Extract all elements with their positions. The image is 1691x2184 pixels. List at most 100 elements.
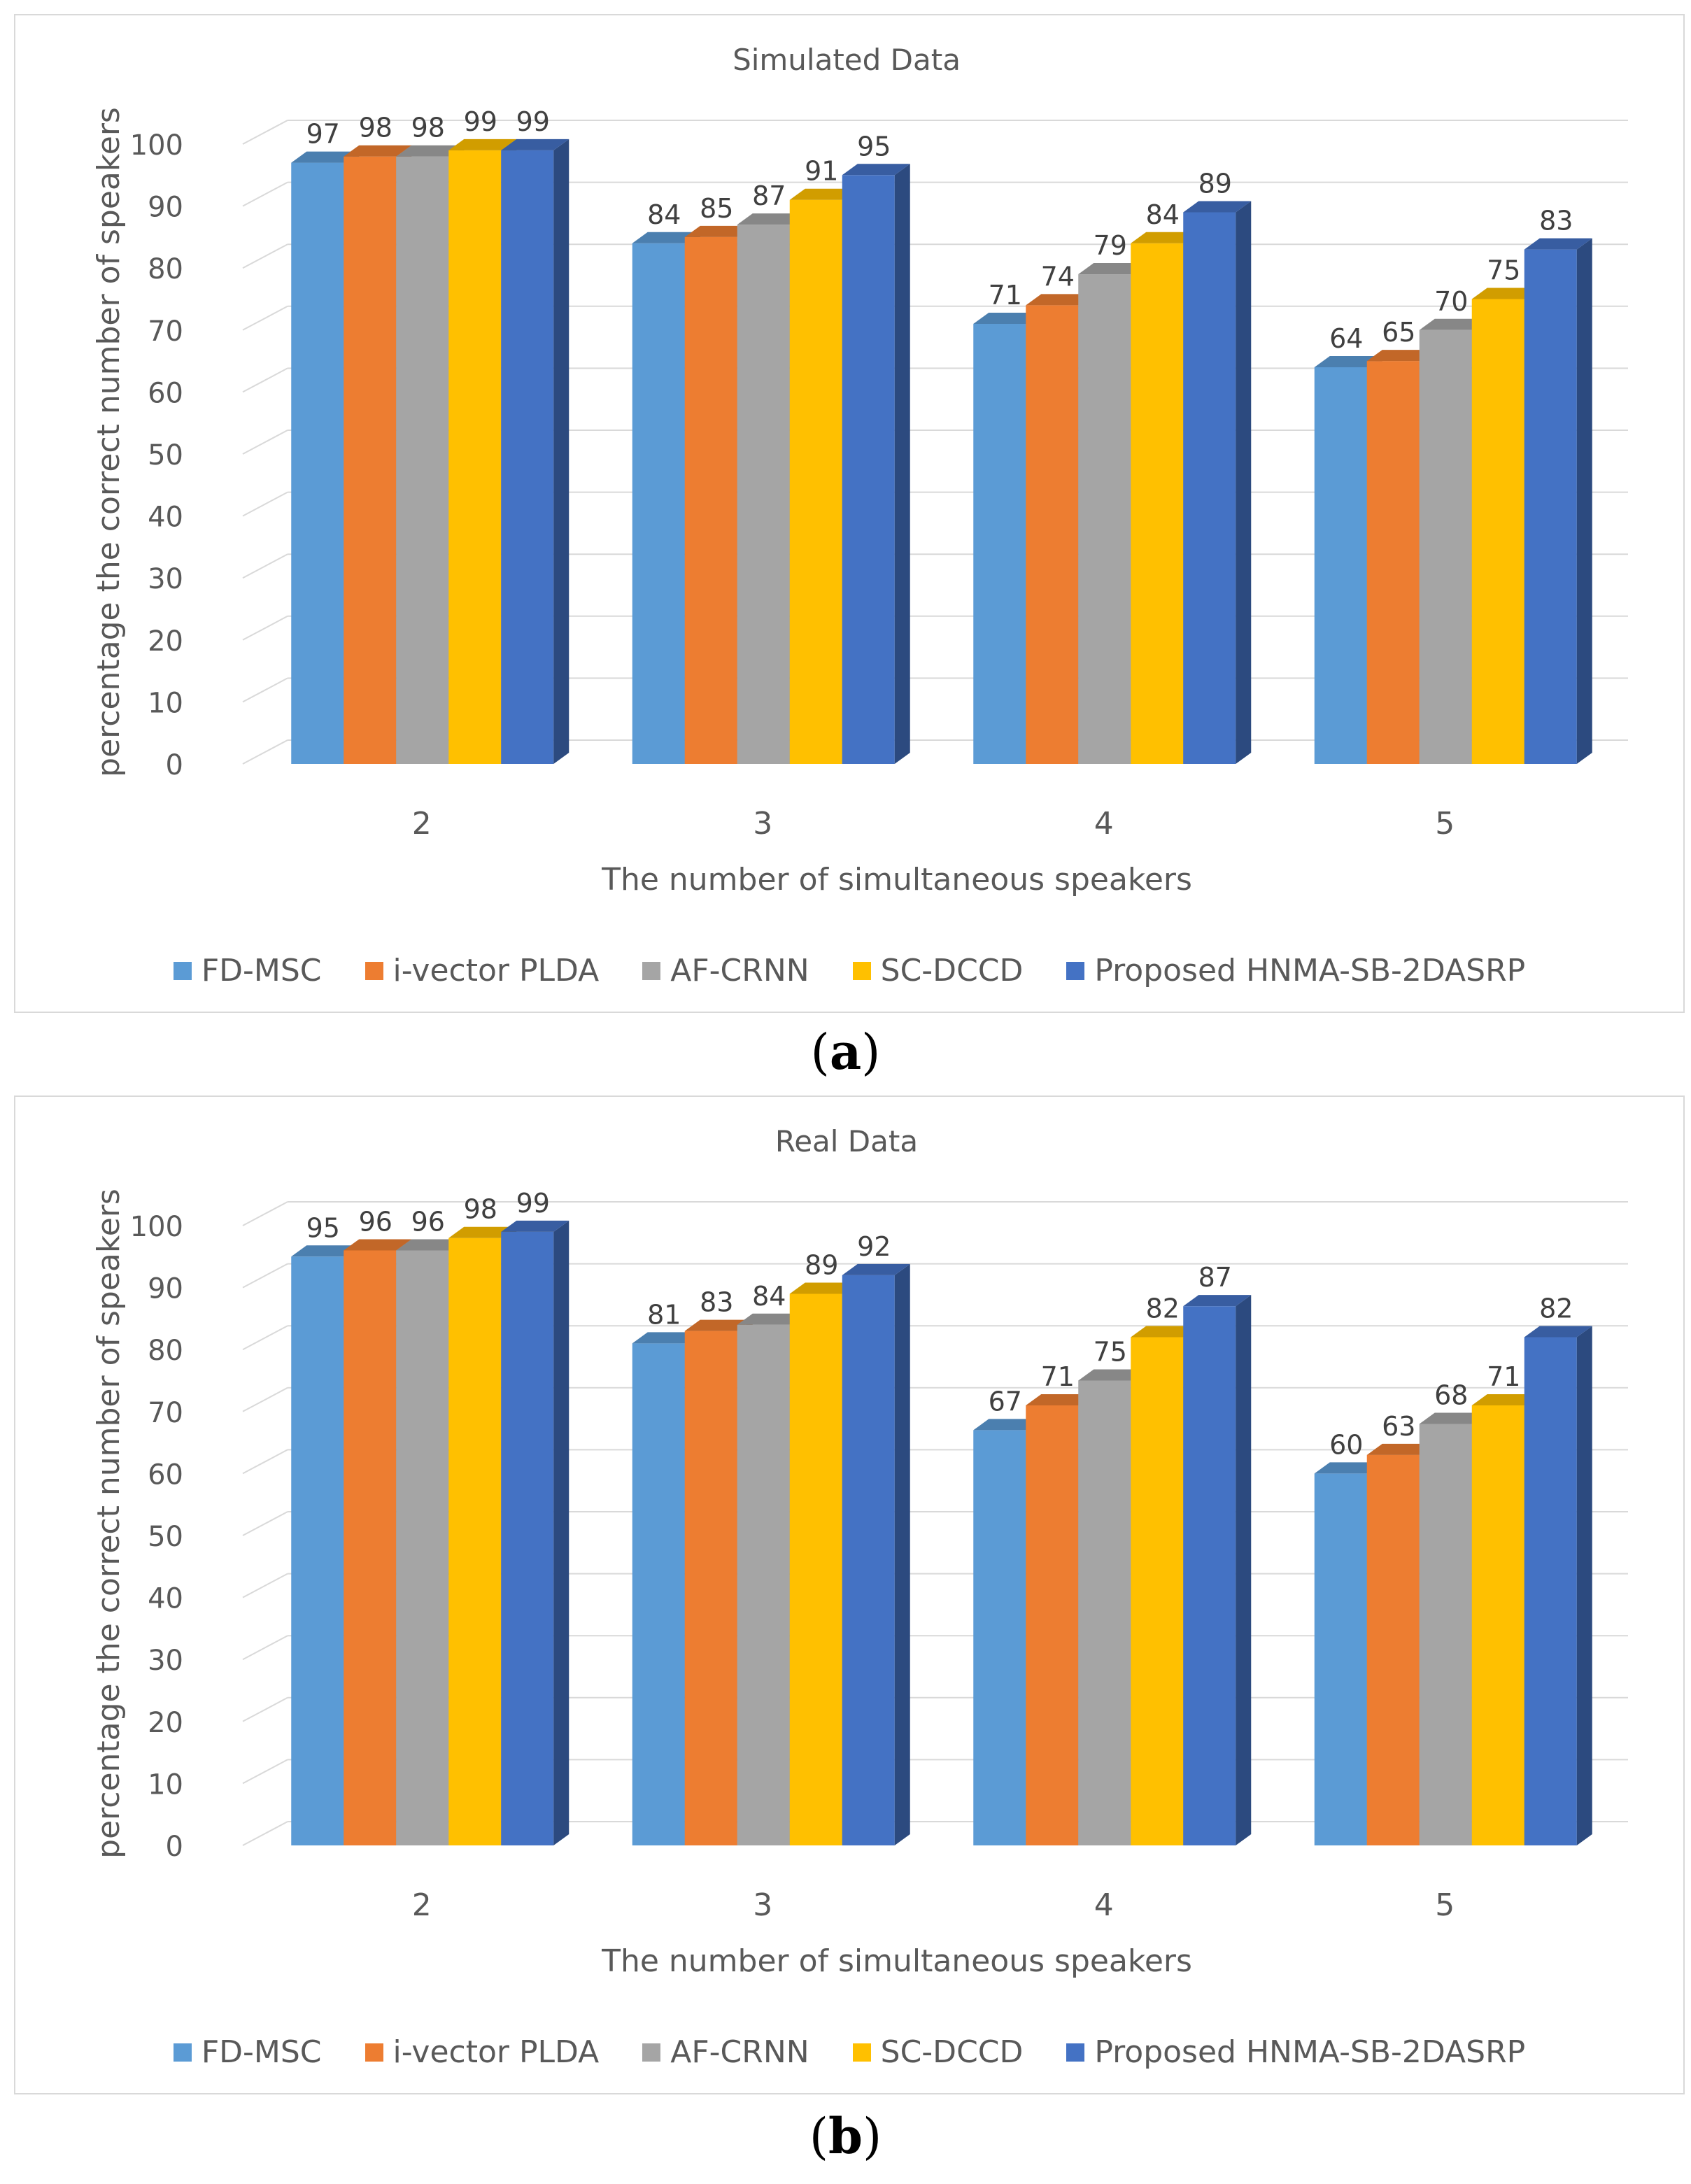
chart-title: Simulated Data — [733, 43, 961, 77]
legend-swatch — [852, 2043, 871, 2062]
data-label: 98 — [411, 113, 445, 143]
legend-simulated: FD-MSC i-vector PLDA AF-CRNN SC-DCCD Propose… — [15, 953, 1683, 988]
gridline-depth — [242, 305, 288, 331]
bar — [684, 236, 737, 764]
y-tick-label: 50 — [148, 1521, 183, 1553]
legend-label: FD-MSC — [201, 2034, 322, 2070]
data-label: 96 — [411, 1206, 445, 1237]
gridline-depth — [242, 553, 288, 579]
data-label: 83 — [700, 1287, 733, 1318]
data-label: 98 — [464, 1194, 497, 1225]
data-label: 91 — [805, 156, 838, 187]
legend-real: FD-MSC i-vector PLDA AF-CRNN SC-DCCD Propose… — [15, 2034, 1683, 2070]
data-label: 89 — [1198, 168, 1232, 199]
bar-top — [1131, 232, 1199, 243]
bar-side — [553, 1220, 569, 1845]
y-tick-label: 20 — [148, 1707, 183, 1739]
bar — [1314, 367, 1367, 764]
data-label: 89 — [805, 1249, 838, 1280]
data-label: 68 — [1434, 1380, 1468, 1411]
y-tick-label: 50 — [148, 439, 183, 471]
data-label: 98 — [359, 113, 392, 143]
bar — [1314, 1473, 1367, 1845]
bar — [1131, 243, 1184, 764]
legend-swatch — [173, 961, 192, 980]
gridline-depth — [242, 1263, 288, 1289]
x-axis-label: The number of simultaneous speakers — [601, 1943, 1192, 1979]
bar — [1366, 361, 1420, 764]
bar-top — [291, 1245, 360, 1257]
bar — [1419, 1424, 1472, 1845]
gridline-depth — [242, 1201, 288, 1226]
y-axis-label: percentage the correct number of speaker… — [91, 1189, 127, 1859]
bar-top — [396, 145, 465, 157]
legend-label: SC-DCCD — [880, 2034, 1024, 2070]
data-label: 82 — [1146, 1293, 1180, 1324]
bar-top — [291, 151, 360, 163]
legend-item: FD-MSC — [173, 2034, 322, 2070]
bar-top — [842, 164, 910, 176]
bar-side — [1576, 1326, 1592, 1845]
x-tick-label: 3 — [753, 1887, 772, 1923]
data-label: 71 — [1487, 1361, 1520, 1392]
bar — [1524, 1337, 1577, 1845]
y-tick-label: 80 — [148, 253, 183, 285]
legend-item: Proposed HNMA-SB-2DASRP — [1066, 2034, 1525, 2070]
y-tick-label: 70 — [148, 1397, 183, 1429]
y-tick-label: 40 — [148, 1583, 183, 1615]
chart-panel-simulated: Simulated Data 0 10 20 30 40 50 60 70 80 90 100 perc… — [14, 14, 1685, 1013]
data-label: 95 — [857, 131, 891, 162]
bar-top — [1471, 288, 1540, 299]
bar-top — [1419, 318, 1487, 330]
data-label: 75 — [1487, 255, 1520, 286]
legend-label: Proposed HNMA-SB-2DASRP — [1094, 953, 1526, 988]
bar-top — [789, 188, 858, 200]
y-tick-label: 30 — [148, 563, 183, 595]
bar — [842, 175, 895, 765]
bar-side — [1236, 201, 1252, 765]
bar — [632, 243, 685, 764]
x-axis-label: The number of simultaneous speakers — [601, 862, 1192, 898]
bar — [1026, 305, 1079, 764]
y-tick-label: 60 — [148, 377, 183, 409]
legend-swatch — [365, 2043, 383, 2062]
bar — [1131, 1337, 1184, 1845]
bar — [1078, 1380, 1131, 1845]
data-label: 75 — [1094, 1337, 1127, 1368]
x-tick-label: 5 — [1435, 806, 1455, 842]
data-label: 85 — [700, 193, 733, 224]
legend-swatch — [173, 2043, 192, 2062]
bar-top — [1524, 1326, 1592, 1338]
legend-item: Proposed HNMA-SB-2DASRP — [1066, 953, 1525, 988]
bar-top — [448, 1226, 517, 1238]
bar-top — [501, 139, 569, 150]
y-tick-label: 0 — [166, 749, 183, 781]
bar-side — [894, 164, 910, 765]
bar — [842, 1275, 895, 1845]
x-tick-label: 2 — [412, 1887, 432, 1923]
gridline-depth — [242, 1759, 288, 1785]
bar-top — [501, 1220, 569, 1232]
legend-swatch — [852, 961, 871, 980]
bar — [632, 1343, 685, 1845]
y-tick-label: 10 — [148, 1768, 183, 1801]
legend-label: SC-DCCD — [880, 953, 1024, 988]
bar — [501, 1231, 554, 1845]
bar — [396, 156, 449, 765]
bar-top — [973, 1419, 1042, 1431]
y-tick-label: 10 — [148, 687, 183, 719]
chart-real-data: Real Data 0 10 20 30 40 50 60 70 80 90 100percentag… — [91, 1124, 1628, 1979]
gridline-depth — [242, 120, 288, 145]
x-tick-label: 2 — [412, 806, 432, 842]
bar — [448, 1238, 502, 1845]
data-label: 96 — [359, 1206, 392, 1237]
gridline-depth — [242, 1449, 288, 1475]
bar-top — [1026, 1394, 1094, 1405]
bar — [973, 323, 1026, 764]
bar-top — [1183, 1295, 1252, 1307]
data-label: 87 — [1198, 1262, 1232, 1293]
gridline-depth — [242, 491, 288, 517]
legend-swatch — [1066, 2043, 1085, 2062]
bar — [344, 1250, 397, 1845]
bar-top — [448, 139, 517, 150]
